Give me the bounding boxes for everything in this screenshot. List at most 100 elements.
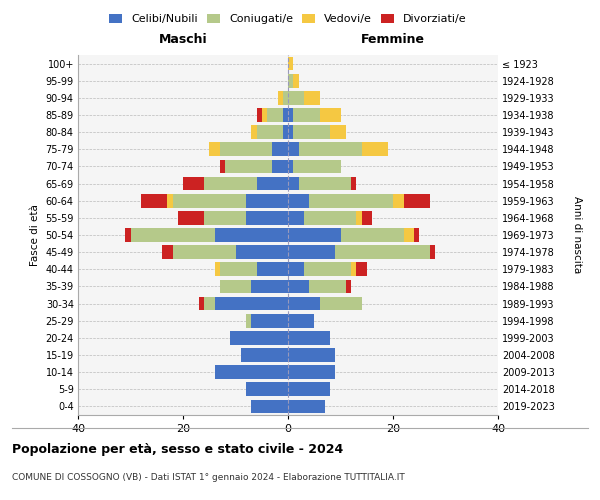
Bar: [257, 108, 262, 122]
Bar: [346, 280, 351, 293]
Bar: [246, 314, 251, 328]
Bar: [288, 74, 293, 88]
Bar: [293, 74, 299, 88]
Bar: [251, 400, 288, 413]
Bar: [430, 246, 435, 259]
Bar: [178, 211, 204, 224]
Bar: [241, 348, 288, 362]
Bar: [288, 366, 335, 379]
Bar: [288, 211, 304, 224]
Text: COMUNE DI COSSOGNO (VB) - Dati ISTAT 1° gennaio 2024 - Elaborazione TUTTITALIA.I: COMUNE DI COSSOGNO (VB) - Dati ISTAT 1° …: [12, 472, 405, 482]
Bar: [299, 176, 351, 190]
Bar: [215, 262, 220, 276]
Bar: [309, 280, 346, 293]
Bar: [288, 91, 304, 104]
Bar: [167, 194, 173, 207]
Bar: [288, 296, 320, 310]
Bar: [320, 108, 341, 122]
Bar: [272, 160, 288, 173]
Bar: [288, 246, 335, 259]
Bar: [251, 314, 288, 328]
Bar: [288, 160, 293, 173]
Bar: [293, 160, 341, 173]
Bar: [351, 262, 356, 276]
Y-axis label: Anni di nascita: Anni di nascita: [572, 196, 582, 274]
Bar: [356, 211, 361, 224]
Bar: [272, 142, 288, 156]
Bar: [173, 246, 235, 259]
Bar: [215, 296, 288, 310]
Bar: [299, 142, 361, 156]
Bar: [288, 126, 293, 139]
Bar: [220, 280, 251, 293]
Bar: [288, 194, 309, 207]
Bar: [361, 211, 372, 224]
Bar: [414, 228, 419, 242]
Bar: [215, 366, 288, 379]
Bar: [309, 194, 393, 207]
Bar: [283, 91, 288, 104]
Bar: [288, 262, 304, 276]
Bar: [288, 314, 314, 328]
Bar: [125, 228, 130, 242]
Bar: [404, 228, 414, 242]
Bar: [288, 142, 299, 156]
Y-axis label: Fasce di età: Fasce di età: [30, 204, 40, 266]
Bar: [288, 228, 341, 242]
Bar: [215, 228, 288, 242]
Bar: [251, 280, 288, 293]
Bar: [320, 296, 361, 310]
Text: Femmine: Femmine: [361, 34, 425, 46]
Text: Popolazione per età, sesso e stato civile - 2024: Popolazione per età, sesso e stato civil…: [12, 442, 343, 456]
Bar: [351, 176, 356, 190]
Bar: [361, 142, 388, 156]
Bar: [393, 194, 404, 207]
Bar: [220, 160, 225, 173]
Bar: [199, 296, 204, 310]
Bar: [283, 126, 288, 139]
Bar: [288, 348, 335, 362]
Bar: [267, 108, 283, 122]
Bar: [235, 246, 288, 259]
Text: Maschi: Maschi: [158, 34, 208, 46]
Bar: [404, 194, 430, 207]
Bar: [251, 126, 257, 139]
Bar: [288, 108, 293, 122]
Bar: [262, 108, 267, 122]
Bar: [225, 160, 272, 173]
Bar: [288, 280, 309, 293]
Bar: [220, 262, 257, 276]
Bar: [257, 126, 283, 139]
Bar: [341, 228, 404, 242]
Bar: [220, 142, 272, 156]
Bar: [257, 262, 288, 276]
Bar: [288, 331, 330, 344]
Bar: [330, 126, 346, 139]
Bar: [204, 211, 246, 224]
Bar: [288, 176, 299, 190]
Bar: [230, 331, 288, 344]
Bar: [288, 400, 325, 413]
Bar: [209, 142, 220, 156]
Bar: [356, 262, 367, 276]
Bar: [173, 194, 246, 207]
Bar: [288, 56, 293, 70]
Bar: [257, 176, 288, 190]
Bar: [335, 246, 430, 259]
Bar: [131, 228, 215, 242]
Bar: [204, 176, 257, 190]
Bar: [283, 108, 288, 122]
Bar: [304, 91, 320, 104]
Bar: [246, 211, 288, 224]
Bar: [304, 211, 356, 224]
Bar: [246, 194, 288, 207]
Bar: [304, 262, 351, 276]
Bar: [293, 126, 330, 139]
Bar: [246, 382, 288, 396]
Bar: [162, 246, 173, 259]
Bar: [183, 176, 204, 190]
Bar: [277, 91, 283, 104]
Bar: [288, 382, 330, 396]
Bar: [293, 108, 320, 122]
Bar: [204, 296, 215, 310]
